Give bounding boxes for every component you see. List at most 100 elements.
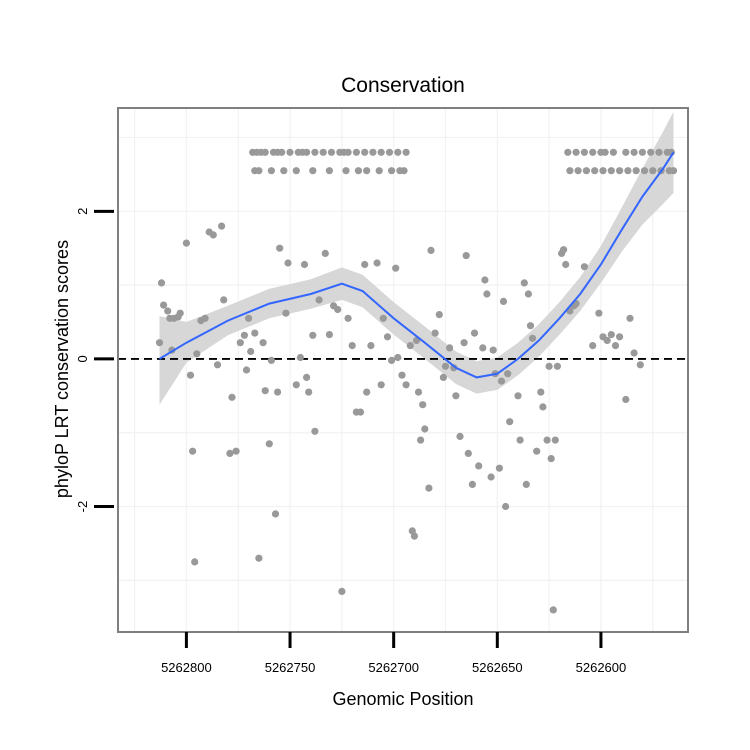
data-point xyxy=(276,244,284,252)
data-point xyxy=(157,279,166,287)
data-point xyxy=(218,222,226,230)
data-point xyxy=(361,260,369,269)
data-point xyxy=(460,339,468,347)
data-point xyxy=(261,387,269,395)
data-point xyxy=(361,148,369,156)
data-point xyxy=(616,333,624,341)
data-point xyxy=(377,381,385,389)
data-point xyxy=(321,249,329,257)
data-point xyxy=(164,307,172,315)
data-point xyxy=(394,148,402,156)
data-point xyxy=(280,167,288,175)
data-point xyxy=(176,309,184,317)
data-point xyxy=(499,297,508,305)
data-point xyxy=(278,148,286,156)
data-point xyxy=(292,381,300,389)
data-point xyxy=(236,339,244,347)
x-tick-label: 5262800 xyxy=(161,660,212,675)
data-point xyxy=(311,427,319,435)
data-point xyxy=(267,167,275,175)
data-point xyxy=(439,373,447,381)
confidence-band xyxy=(159,111,674,405)
data-point xyxy=(265,440,273,448)
data-point xyxy=(419,401,427,409)
data-point xyxy=(607,167,615,175)
data-point xyxy=(271,510,280,518)
data-point xyxy=(462,252,470,260)
data-point xyxy=(305,388,313,396)
data-point xyxy=(475,462,483,470)
data-point xyxy=(325,331,333,339)
data-point xyxy=(495,464,503,472)
data-point xyxy=(309,167,317,175)
data-point xyxy=(441,362,450,370)
data-point xyxy=(344,148,352,156)
data-point xyxy=(537,388,545,396)
data-point xyxy=(245,314,253,322)
smooth-line xyxy=(158,151,675,379)
data-point xyxy=(300,260,309,269)
data-point xyxy=(549,606,557,614)
data-point xyxy=(526,322,535,330)
data-point xyxy=(464,449,472,457)
data-point xyxy=(213,361,222,369)
data-point xyxy=(282,309,290,317)
data-point xyxy=(255,554,263,562)
data-point xyxy=(311,148,319,156)
data-point xyxy=(319,148,327,156)
data-point xyxy=(649,167,657,175)
data-point xyxy=(193,350,201,358)
data-point xyxy=(348,342,356,350)
data-point xyxy=(607,331,615,339)
data-point xyxy=(564,148,572,156)
data-point xyxy=(417,436,425,444)
points-layer xyxy=(155,148,678,614)
data-point xyxy=(470,329,479,337)
data-point xyxy=(595,309,603,317)
data-point xyxy=(182,239,190,247)
data-point xyxy=(431,329,439,337)
data-point xyxy=(201,314,209,322)
x-tick-label: 5262700 xyxy=(368,660,419,675)
data-point xyxy=(603,336,611,345)
data-point xyxy=(580,148,589,156)
data-point xyxy=(450,364,458,372)
data-point xyxy=(267,356,275,364)
data-point xyxy=(622,395,630,404)
data-point xyxy=(427,246,435,254)
data-point xyxy=(497,377,506,385)
data-point xyxy=(363,388,371,396)
data-point xyxy=(284,259,292,267)
x-axis-title: Genomic Position xyxy=(332,689,473,709)
data-point xyxy=(566,167,574,175)
data-point xyxy=(572,148,580,156)
data-point xyxy=(456,432,464,440)
data-point xyxy=(452,392,460,400)
data-point xyxy=(630,349,638,357)
data-point xyxy=(247,347,255,356)
data-point xyxy=(611,342,620,350)
data-point xyxy=(255,167,263,175)
data-point xyxy=(582,167,591,175)
data-point xyxy=(669,167,678,175)
data-point xyxy=(303,373,311,381)
x-tick-label: 5262600 xyxy=(576,660,627,675)
data-point xyxy=(226,449,234,457)
frame-layer xyxy=(117,107,689,633)
data-point xyxy=(589,342,597,350)
data-point xyxy=(630,148,638,156)
data-point xyxy=(533,447,541,455)
data-point xyxy=(502,502,510,511)
data-point xyxy=(189,447,197,455)
data-point xyxy=(624,167,632,175)
data-point xyxy=(632,167,640,175)
data-point xyxy=(553,362,562,370)
data-point xyxy=(560,246,568,254)
data-point xyxy=(483,290,491,298)
data-point xyxy=(655,148,663,156)
data-point xyxy=(487,473,495,481)
band-layer xyxy=(159,111,674,405)
data-point xyxy=(338,587,346,596)
